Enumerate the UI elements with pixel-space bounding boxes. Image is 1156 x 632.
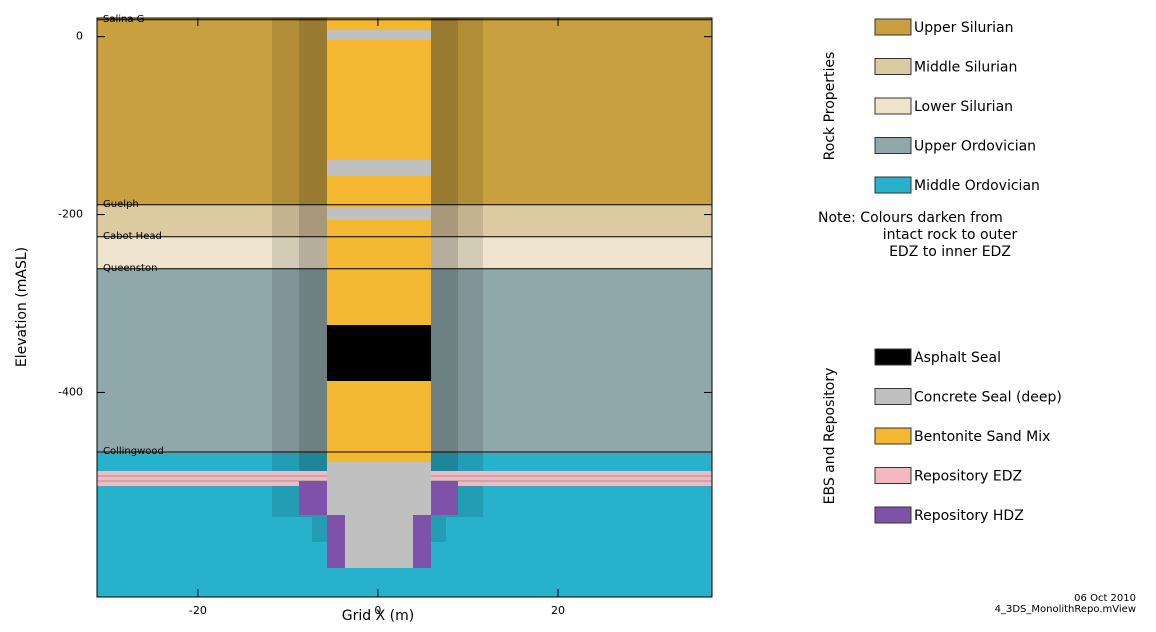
legend-swatch xyxy=(875,389,911,405)
legend-swatch xyxy=(875,468,911,484)
legend-swatch xyxy=(875,98,911,114)
concrete-seal xyxy=(345,540,413,568)
legend-title: Rock Properties xyxy=(822,52,838,161)
legend-swatch xyxy=(875,507,911,523)
footer-text: 06 Oct 2010 xyxy=(1074,593,1136,604)
horizon-label: Queenston xyxy=(103,263,157,274)
diagram: Grid X (m) Elevation (mASL) -200200-200-… xyxy=(0,0,1156,628)
legend-note: intact rock to outer xyxy=(883,227,1018,243)
legend-label: Middle Silurian xyxy=(914,60,1017,76)
hdz xyxy=(413,515,431,540)
bentonite-shaft xyxy=(327,18,431,462)
legend-swatch xyxy=(875,177,911,193)
hdz xyxy=(299,481,327,515)
legend-label: Middle Ordovician xyxy=(914,178,1040,194)
legend-label: Upper Ordovician xyxy=(914,139,1036,155)
y-tick-label: 0 xyxy=(76,30,83,43)
hdz xyxy=(327,540,345,568)
horizon-label: Salina G xyxy=(103,14,144,25)
legend-label: Upper Silurian xyxy=(914,20,1013,36)
y-tick-label: -200 xyxy=(58,208,83,221)
legend-swatch xyxy=(875,19,911,35)
concrete-band xyxy=(327,30,431,40)
legend-swatch xyxy=(875,138,911,154)
legend-title: EBS and Repository xyxy=(822,368,838,505)
hdz xyxy=(327,515,345,540)
legend-label: Bentonite Sand Mix xyxy=(914,429,1050,445)
legend-label: Asphalt Seal xyxy=(914,350,1001,366)
footer-text: 4_3DS_MonolithRepo.mView xyxy=(995,604,1136,615)
legend-note: Note: Colours darken from xyxy=(818,210,1003,226)
concrete-band xyxy=(327,207,431,220)
legend-label: Repository EDZ xyxy=(914,469,1022,485)
horizon-label: Cabot Head xyxy=(103,231,162,242)
y-axis-label: Elevation (mASL) xyxy=(14,247,30,367)
section-layout xyxy=(97,18,712,597)
x-tick-label: -20 xyxy=(189,604,207,617)
hdz xyxy=(431,481,458,515)
y-tick-label: -400 xyxy=(58,385,83,398)
legend-note: EDZ to inner EDZ xyxy=(889,244,1011,260)
concrete-band xyxy=(327,160,431,176)
hdz xyxy=(413,540,431,568)
x-tick-label: 0 xyxy=(374,604,381,617)
asphalt-seal xyxy=(327,325,431,381)
legend-swatch xyxy=(875,428,911,444)
horizon-label: Guelph xyxy=(103,199,139,210)
legend-swatch xyxy=(875,349,911,365)
legend-swatch xyxy=(875,59,911,75)
x-tick-label: 20 xyxy=(551,604,565,617)
horizon-label: Collingwood xyxy=(103,446,164,457)
legend-label: Lower Silurian xyxy=(914,99,1013,115)
legend-label: Repository HDZ xyxy=(914,508,1024,524)
legend-label: Concrete Seal (deep) xyxy=(914,390,1062,406)
